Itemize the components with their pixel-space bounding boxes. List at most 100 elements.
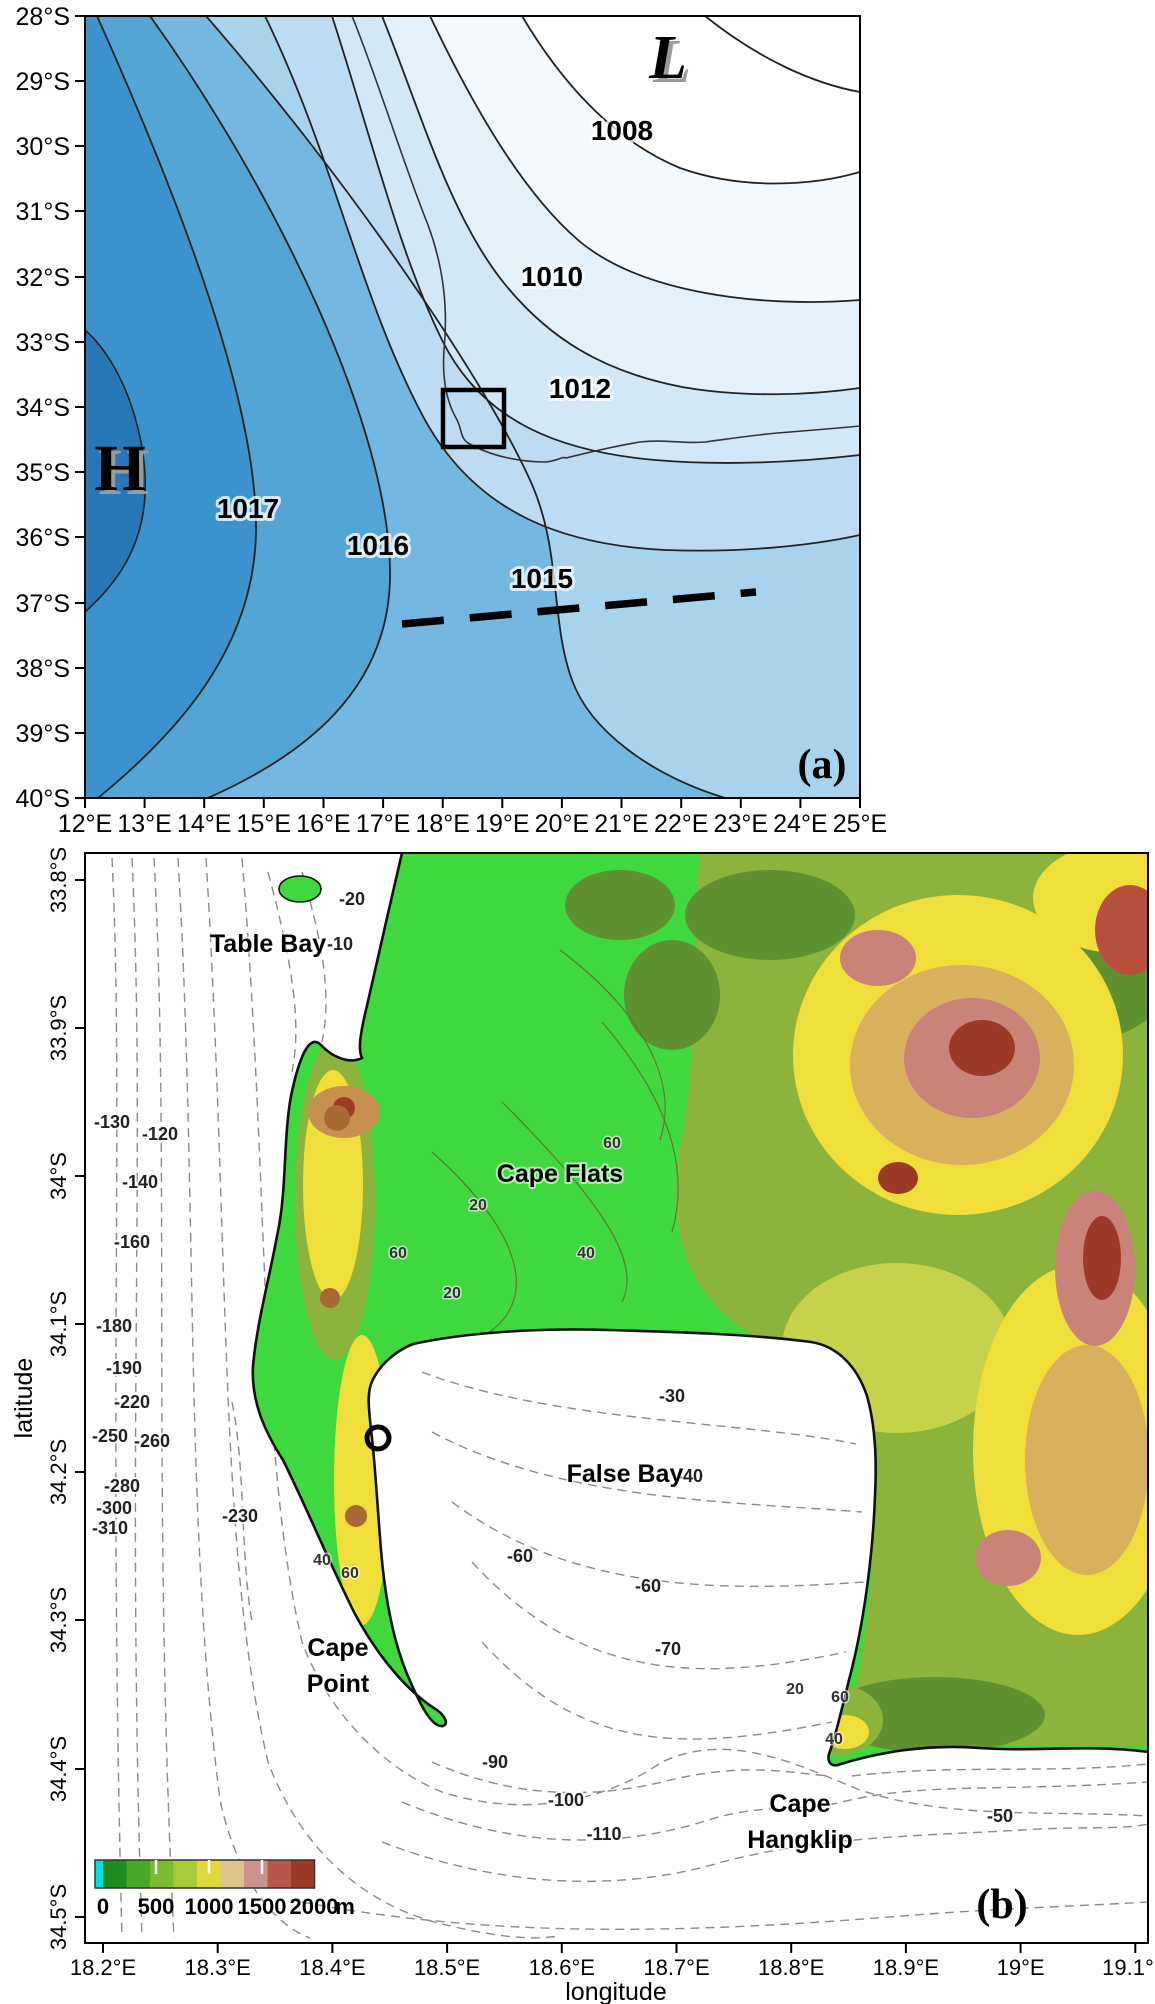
depth-label: -220 [114,1392,150,1412]
depth-label: -60 [635,1576,661,1596]
depth-label: -10 [327,934,353,954]
x-tick-label: 12°E [58,810,112,838]
x-tick-label: 13°E [117,810,171,838]
elevation-label: 60 [341,1565,359,1582]
elevation-label: 60 [389,1245,407,1262]
y-tick-label: 34.2°S [46,1439,71,1505]
place-label-cape-point-line1: Cape [307,1634,368,1662]
y-tick-label: 31°S [16,198,70,226]
x-tick-label: 25°E [833,810,887,838]
y-tick-label: 34°S [46,1152,71,1200]
colorbar-tick-label: 0 [97,1894,109,1919]
panel-a-y-tick-labels: 28°S 29°S 30°S 31°S 32°S 33°S 34°S 35°S … [16,3,70,813]
x-tick-label: 22°E [654,810,708,838]
high-label-shadow: H [98,436,149,509]
elevation-label: 60 [603,1135,621,1152]
x-tick-label: 17°E [356,810,410,838]
x-tick-label: 18.3°E [185,1955,251,1980]
depth-label: -110 [586,1824,621,1844]
depth-label: -40 [677,1466,703,1486]
depth-label: -30 [659,1386,685,1406]
depth-label: -70 [655,1639,681,1659]
elevation-label: 40 [577,1245,595,1262]
elevation-label: 60 [831,1689,849,1706]
high-pressure-label: H [94,432,145,505]
y-tick-label: 34.3°S [46,1587,71,1653]
x-tick-label: 18.9°E [873,1955,939,1980]
depth-label: -100 [548,1790,584,1810]
isobar-label-1015: 1015 [511,563,573,594]
trough-dashed-line [401,588,757,628]
panel-b-xlabel: longitude [565,1978,666,2004]
depth-label: -190 [106,1358,142,1378]
coastline-outline [251,853,1148,1767]
x-tick-label: 19°E [997,1955,1045,1980]
coastline [351,16,860,463]
y-tick-label: 32°S [16,264,70,292]
panel-b-x-tick-labels: 18.2°E 18.3°E 18.4°E 18.5°E 18.6°E 18.7°… [70,1955,1155,1980]
isobar-label-1012: 1012 [549,373,611,404]
depth-label: -260 [134,1431,170,1451]
isobar-label-1008: 1008 [591,115,653,146]
panel-b-border [84,852,1149,1944]
y-tick-label: 34.4°S [46,1736,71,1802]
station-circle-marker [364,1424,392,1452]
low-label-shadow: L [652,28,691,96]
elevation-label: 20 [786,1681,804,1698]
y-tick-label: 39°S [16,720,70,748]
panel-b-x-ticks [102,1943,1137,1953]
depth-label: -250 [92,1426,128,1446]
depth-label: -50 [987,1806,1013,1826]
y-tick-label: 34.5°S [46,1884,71,1950]
colorbar-unit-label: m [335,1894,355,1919]
place-label-cape-flats: Cape Flats [497,1160,623,1188]
y-tick-label: 34°S [16,394,70,422]
isobar-label-1016: 1016 [347,530,409,561]
depth-label: -20 [339,889,365,909]
depth-label: -140 [122,1172,158,1192]
x-tick-label: 18.7°E [643,1955,709,1980]
x-tick-label: 18.8°E [758,1955,824,1980]
isobar-label-1010: 1010 [521,261,583,292]
panel-b: -20 -10 -130 -120 -140 -160 -180 -190 -2… [10,847,1155,2004]
place-label-cape-hangklip-line2: Hangklip [747,1826,853,1854]
x-tick-label: 18.2°E [70,1955,136,1980]
colorbar-tick-label: 500 [138,1894,175,1919]
bathymetry-contours [111,857,1148,1939]
colorbar-tick-label: 2000 [290,1894,339,1919]
depth-label: -230 [222,1506,258,1526]
colorbar-tick-label: 1000 [185,1894,234,1919]
y-tick-label: 33°S [16,329,70,357]
x-tick-label: 18.6°E [529,1955,595,1980]
place-label-false-bay: False Bay [567,1460,684,1488]
low-pressure-label: L [648,24,687,92]
x-tick-label: 14°E [177,810,231,838]
panel-b-ylabel: latitude [10,1358,38,1439]
x-tick-label: 19°E [475,810,529,838]
depth-label: -280 [104,1476,140,1496]
panel-a-y-ticks [75,15,85,799]
y-tick-label: 36°S [16,524,70,552]
depth-label: -310 [92,1518,128,1538]
y-tick-label: 35°S [16,459,70,487]
x-tick-label: 15°E [237,810,291,838]
y-tick-label: 34.1°S [46,1291,71,1357]
depth-labels: -20 -10 -130 -120 -140 -160 -180 -190 -2… [90,887,1015,1846]
y-tick-label: 37°S [16,590,70,618]
place-label-cape-point-line2: Point [307,1670,370,1698]
panel-a-x-ticks [84,798,861,808]
panel-a-x-tick-labels: 12°E 13°E 14°E 15°E 16°E 17°E 18°E 19°E … [58,810,887,838]
y-tick-label: 28°S [16,3,70,31]
colorbar-tick-label: 1500 [238,1894,287,1919]
elevation-label: 40 [313,1552,331,1569]
y-tick-label: 30°S [16,133,70,161]
elevation-colorbar: 0 500 1000 1500 2000 m [94,1859,355,1919]
terrain-shading [295,853,1148,1755]
x-tick-label: 18.4°E [299,1955,365,1980]
robben-island [278,875,322,903]
panel-a-label: (a) [798,742,847,788]
pressure-field [85,16,860,798]
x-tick-label: 20°E [535,810,589,838]
x-tick-label: 19.1°E [1102,1955,1155,1980]
